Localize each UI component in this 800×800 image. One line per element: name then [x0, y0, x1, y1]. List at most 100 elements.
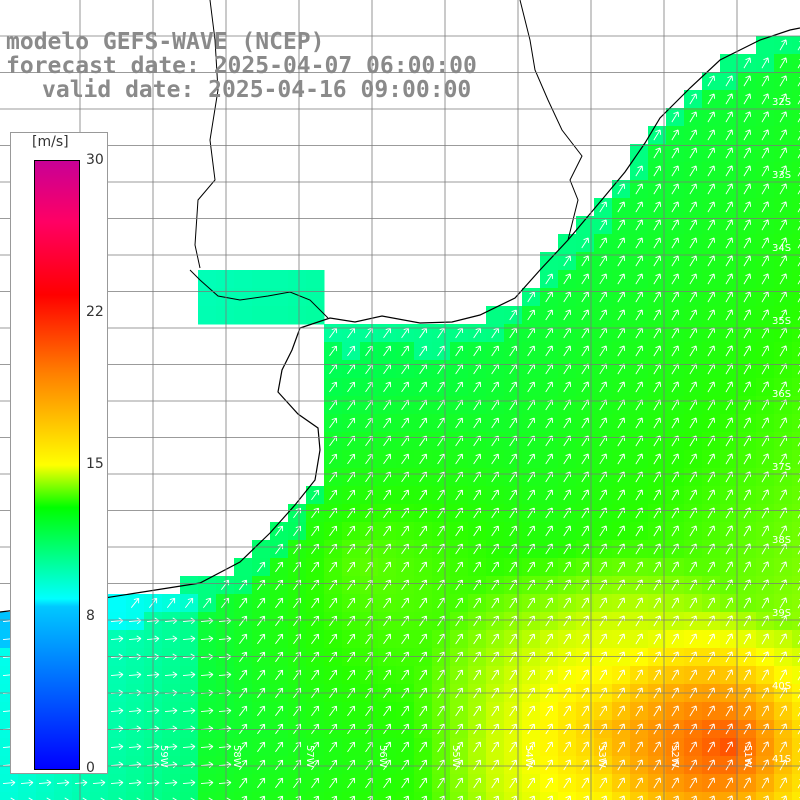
wind-cell	[792, 594, 800, 613]
lat-label: 32S	[772, 97, 791, 108]
lon-label: 51W	[742, 745, 753, 768]
wind-cell	[792, 252, 800, 271]
wind-cell	[36, 792, 55, 800]
wind-cell	[378, 792, 397, 800]
wind-cell	[558, 234, 577, 253]
colorbar-tick-8: 8	[86, 608, 95, 624]
wind-cell	[234, 792, 253, 800]
wind-cell	[90, 792, 109, 800]
wind-cell	[720, 792, 739, 800]
wind-cell	[630, 792, 649, 800]
lon-label: 58W	[231, 745, 242, 768]
wind-cell	[216, 306, 235, 325]
wind-cell	[198, 270, 217, 289]
wind-cell	[792, 468, 800, 487]
wind-cell	[774, 792, 793, 800]
lon-label: 54W	[523, 745, 534, 768]
wind-cell	[792, 108, 800, 127]
wind-cell	[792, 576, 800, 595]
wind-cell	[306, 288, 325, 307]
wind-cell	[486, 792, 505, 800]
wind-cell	[792, 612, 800, 631]
wind-cell	[738, 792, 757, 800]
lon-label: 53W	[596, 745, 607, 768]
lat-label: 36S	[772, 389, 791, 400]
wind-cell	[342, 792, 361, 800]
wind-cell	[270, 270, 289, 289]
wind-cell	[252, 540, 271, 559]
wind-cell	[234, 288, 253, 307]
wind-cell	[288, 306, 307, 325]
wind-cell	[792, 288, 800, 307]
lat-label: 38S	[772, 535, 791, 546]
wind-cell	[792, 666, 800, 685]
wind-cell	[0, 792, 19, 800]
wind-cell	[792, 360, 800, 379]
wind-cell	[306, 306, 325, 325]
wind-cell	[162, 792, 181, 800]
wind-cell	[108, 792, 127, 800]
wind-cell	[702, 792, 721, 800]
wind-cell	[252, 306, 271, 325]
wind-cell	[198, 288, 217, 307]
wind-cell	[666, 792, 685, 800]
wind-cell	[792, 432, 800, 451]
wind-cell	[612, 792, 631, 800]
wind-cell	[234, 270, 253, 289]
wind-cell	[792, 756, 800, 775]
wind-cell	[576, 216, 595, 235]
wind-cell	[792, 54, 800, 73]
wind-cell	[270, 306, 289, 325]
wind-cell	[198, 792, 217, 800]
wind-cell	[504, 792, 523, 800]
wind-cell	[306, 792, 325, 800]
wind-cell	[792, 324, 800, 343]
wind-cell	[792, 648, 800, 667]
colorbar-tick-15: 15	[86, 456, 104, 472]
wind-cell	[288, 792, 307, 800]
lon-label: 57W	[304, 745, 315, 768]
wind-cell	[198, 576, 217, 595]
wind-cell	[558, 792, 577, 800]
wind-cell	[450, 792, 469, 800]
wind-cell	[216, 270, 235, 289]
wind-cell	[270, 288, 289, 307]
wind-cell	[252, 270, 271, 289]
wind-cell	[180, 792, 199, 800]
wind-cell	[792, 36, 800, 55]
wind-cell	[792, 450, 800, 469]
wind-cell	[792, 378, 800, 397]
lon-label: 55W	[450, 745, 461, 768]
wind-cell	[792, 198, 800, 217]
wind-cell	[792, 126, 800, 145]
wind-cell	[360, 792, 379, 800]
wind-cell	[756, 792, 775, 800]
wind-cell	[198, 306, 217, 325]
lon-label: 52W	[669, 745, 680, 768]
wind-cell	[54, 792, 73, 800]
wind-cell	[792, 504, 800, 523]
wind-cell	[576, 792, 595, 800]
wind-cell	[126, 792, 145, 800]
wind-cell	[234, 306, 253, 325]
wind-cell	[792, 558, 800, 577]
lat-label: 41S	[772, 754, 791, 765]
wind-cell	[414, 792, 433, 800]
wind-cell	[792, 306, 800, 325]
wind-cell	[792, 72, 800, 91]
wind-cell	[720, 54, 739, 73]
valid-date: valid date: 2025-04-16 09:00:00	[42, 77, 472, 103]
wind-cell	[540, 792, 559, 800]
wind-cell	[468, 792, 487, 800]
wind-cell	[522, 792, 541, 800]
lat-label: 39S	[772, 608, 791, 619]
wind-cell	[756, 36, 775, 55]
wind-cell	[792, 702, 800, 721]
wind-cell	[792, 90, 800, 109]
wind-cell	[792, 342, 800, 361]
wind-cell	[792, 792, 800, 800]
wind-cell	[792, 396, 800, 415]
lat-label: 40S	[772, 681, 791, 692]
lat-label: 37S	[772, 462, 791, 473]
